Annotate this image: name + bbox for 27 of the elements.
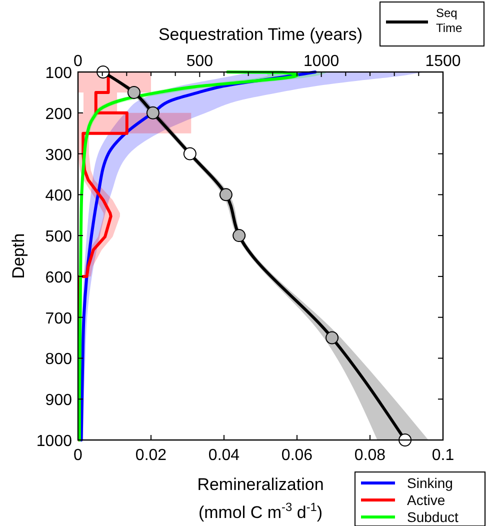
y-tick-label: 900 [45, 392, 72, 410]
x2-axis-title: Sequestration Time (years) [158, 25, 363, 44]
y-tick-label: 600 [45, 269, 72, 286]
legend-label: Subduct [407, 509, 458, 525]
y-tick-label: 100 [45, 65, 72, 82]
x2-tick-label: 1000 [304, 53, 340, 70]
x-tick-label: 0.08 [354, 447, 386, 464]
x-tick-label: 0.1 [432, 447, 454, 464]
x2-tick-label: 1500 [425, 53, 461, 70]
legend-label: Seq Time [436, 6, 463, 35]
y-tick-label: 1000 [36, 433, 72, 450]
x-tick-label: 0.04 [208, 447, 240, 464]
y-tick-label: 200 [45, 106, 72, 123]
x-axis-title: Remineralization (mmol C m$^{-3}$ d$^{-1}$) [197, 475, 324, 522]
x-tick-label: 0 [74, 447, 83, 464]
legend-label: Sinking [407, 475, 453, 491]
x2-tick-label: 500 [186, 53, 214, 70]
y-tick-label: 400 [45, 188, 72, 205]
y-tick-label: 700 [45, 310, 72, 328]
legend-label: Active [407, 492, 446, 508]
x-tick-label: 0.02 [135, 447, 167, 464]
y-tick-label: 800 [45, 351, 72, 368]
y-axis-title: Depth [9, 233, 28, 279]
y-tick-label: 300 [45, 146, 72, 164]
x2-tick-label: 0 [74, 53, 83, 70]
x-tick-label: 0.06 [281, 447, 313, 464]
y-tick-label: 500 [45, 228, 72, 246]
